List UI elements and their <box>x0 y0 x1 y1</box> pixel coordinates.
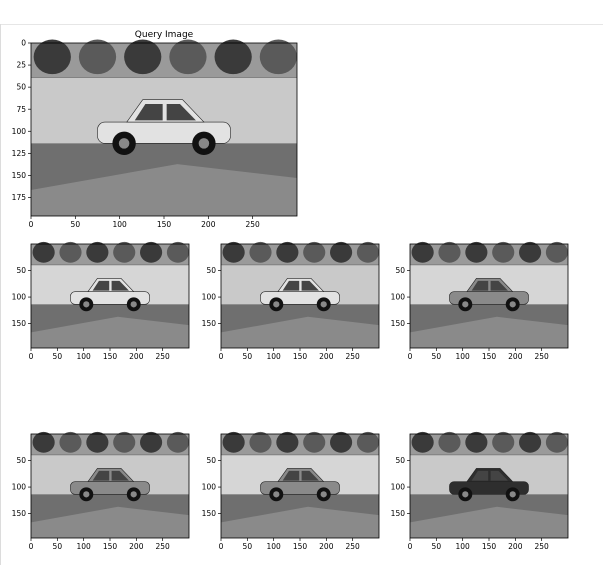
result-6-x-tick-label: 0 <box>408 542 413 551</box>
result-6-x-tick-label: 200 <box>508 542 523 551</box>
result-6-x-tick-label: 100 <box>456 542 471 551</box>
result-6-x-tick-label: 250 <box>535 542 550 551</box>
result-6-y-tick-label: 100 <box>391 483 406 492</box>
result-6-x-tick-label: 50 <box>432 542 442 551</box>
result-6-x-tick-label: 150 <box>482 542 497 551</box>
result-6-y-tick-label: 50 <box>395 456 405 465</box>
result-6-y-tick-label: 150 <box>391 509 406 518</box>
photo-content <box>410 432 568 538</box>
